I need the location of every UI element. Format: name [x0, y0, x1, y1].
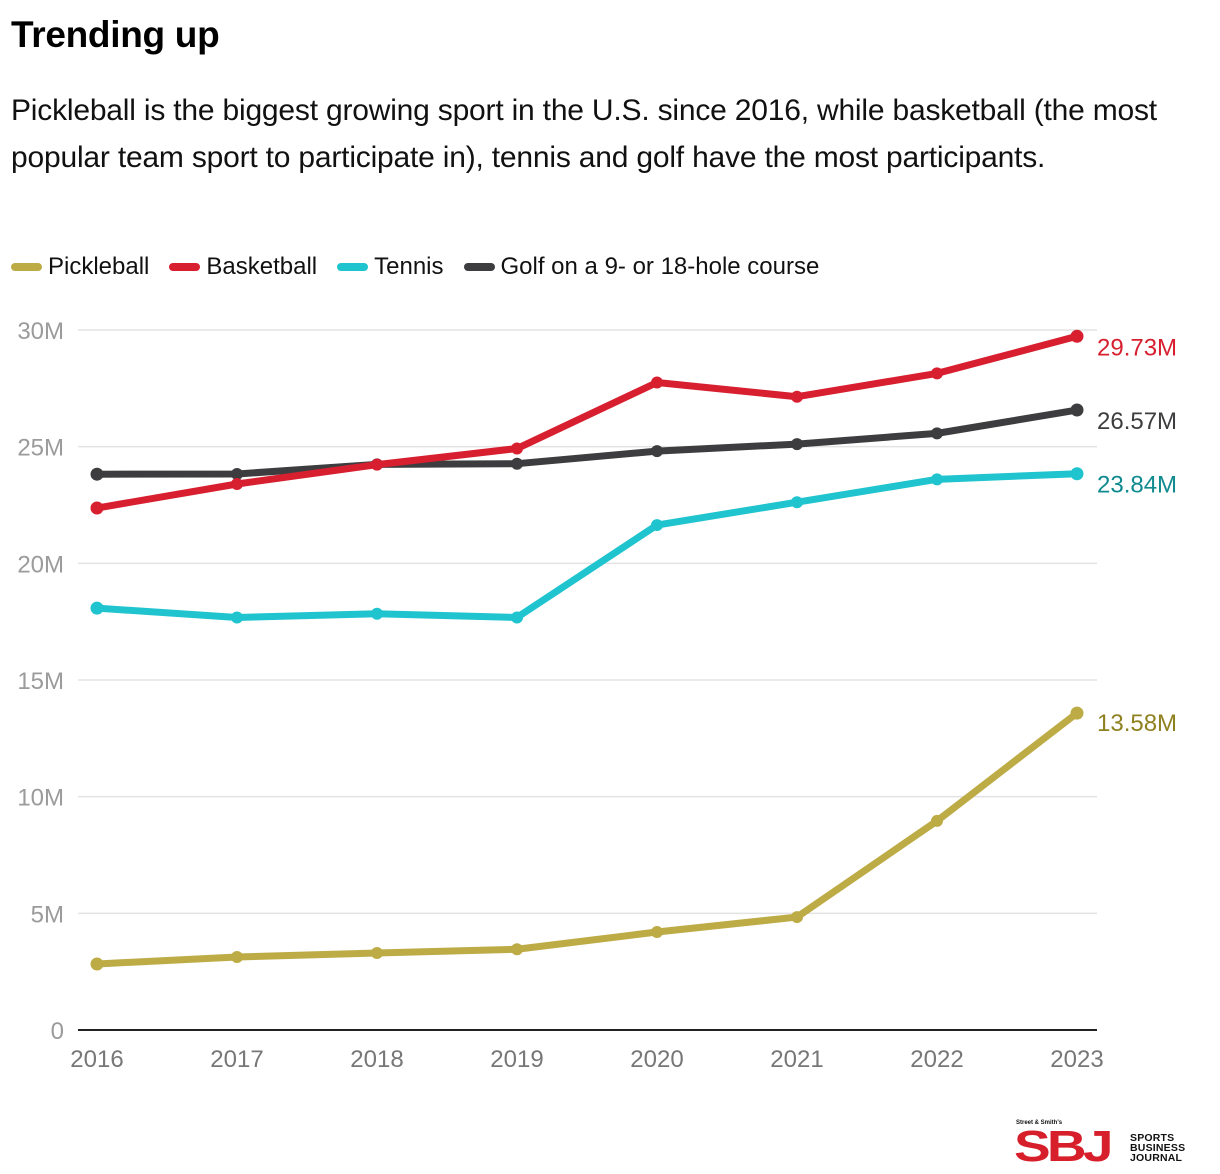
sbj-logo: Street & Smith's SBJ SPORTS BUSINESS JOU…	[1014, 1120, 1214, 1171]
legend-swatch-basketball	[169, 263, 201, 271]
chart-title: Trending up	[11, 14, 220, 55]
y-tick-label: 25M	[17, 435, 64, 462]
data-point-tennis	[511, 611, 523, 624]
legend-item-basketball: Basketball	[169, 253, 317, 281]
data-point-basketball	[90, 501, 104, 515]
data-point-basketball	[231, 478, 243, 490]
series-line-golf	[93, 406, 1081, 478]
data-point-tennis	[371, 607, 383, 620]
x-tick-label: 2022	[910, 1046, 963, 1073]
chart-subtitle: Pickleball is the biggest growing sport …	[11, 94, 1157, 174]
data-point-basketball	[371, 458, 383, 471]
y-tick-label: 5M	[31, 901, 64, 928]
data-point-basketball	[791, 390, 803, 403]
data-point-basketball	[511, 442, 523, 455]
data-point-golf	[791, 438, 803, 451]
x-tick-label: 2021	[770, 1046, 823, 1073]
series-basketball	[90, 329, 1084, 515]
legend-swatch-pickleball	[11, 263, 42, 271]
data-point-tennis	[1070, 467, 1084, 481]
data-point-basketball	[1070, 329, 1084, 343]
data-point-pickleball	[90, 957, 104, 971]
x-tick-label: 2019	[490, 1046, 543, 1073]
y-tick-label: 0	[51, 1018, 64, 1045]
x-tick-label: 2017	[210, 1046, 263, 1073]
logo-words: SPORTS BUSINESS JOURNAL	[1130, 1132, 1186, 1164]
legend-label-basketball: Basketball	[206, 253, 318, 280]
logo-word: JOURNAL	[1130, 1152, 1183, 1164]
data-point-basketball	[931, 367, 943, 380]
data-point-pickleball	[231, 950, 243, 963]
data-point-pickleball	[511, 943, 523, 956]
legend-swatch-golf	[463, 263, 495, 271]
legend-item-golf: Golf on a 9- or 18-hole course	[463, 253, 820, 281]
data-point-tennis	[231, 611, 243, 624]
series-lines	[90, 329, 1084, 971]
series-line-basketball	[93, 332, 1081, 512]
legend-label-pickleball: Pickleball	[48, 253, 150, 280]
data-point-golf	[651, 445, 663, 458]
legend-item-tennis: Tennis	[337, 253, 444, 281]
end-label-pickleball: 13.58M	[1097, 710, 1177, 737]
logo-word: BUSINESS	[1130, 1142, 1186, 1154]
data-point-pickleball	[651, 926, 663, 938]
x-tick-label: 2020	[630, 1046, 683, 1073]
end-label-basketball: 29.73M	[1097, 334, 1177, 361]
data-point-basketball	[651, 376, 663, 389]
data-point-tennis	[90, 601, 104, 615]
data-point-tennis	[931, 473, 943, 486]
legend-item-pickleball: Pickleball	[11, 253, 149, 281]
series-golf	[90, 403, 1084, 481]
legend-label-golf: Golf on a 9- or 18-hole course	[500, 253, 820, 280]
y-tick-label: 10M	[17, 785, 64, 812]
series-line-tennis	[93, 470, 1081, 621]
data-point-pickleball	[931, 814, 943, 827]
data-point-golf	[1070, 403, 1084, 417]
end-labels: 13.58M 29.73M 23.84M 26.57M	[1097, 334, 1177, 737]
data-point-tennis	[651, 519, 663, 532]
data-point-golf	[231, 467, 243, 480]
logo-word: SPORTS	[1130, 1132, 1175, 1144]
data-point-tennis	[791, 496, 803, 509]
series-pickleball	[90, 706, 1084, 971]
legend: Pickleball Basketball Tennis Golf on a 9…	[11, 253, 839, 281]
end-label-golf: 26.57M	[1097, 408, 1177, 435]
data-point-pickleball	[371, 947, 383, 959]
logo-mark: SBJ	[1014, 1122, 1113, 1171]
x-tick-label: 2023	[1050, 1046, 1103, 1073]
y-tick-label: 15M	[17, 668, 64, 695]
y-axis-ticks: 0 5M 10M 15M 20M 25M 30M	[17, 318, 64, 1045]
data-point-pickleball	[1070, 706, 1084, 720]
gridlines	[78, 329, 1097, 1031]
logo-small-text: Street & Smith's	[1016, 1120, 1063, 1126]
y-tick-label: 30M	[17, 318, 64, 345]
data-point-golf	[511, 457, 523, 470]
x-axis-ticks: 2016 2017 2018 2019 2020 2021 2022 2023	[70, 1046, 1103, 1073]
legend-swatch-tennis	[337, 263, 369, 271]
x-tick-label: 2018	[350, 1046, 403, 1073]
data-point-pickleball	[791, 911, 803, 924]
end-label-tennis: 23.84M	[1097, 472, 1177, 499]
y-tick-label: 20M	[17, 551, 64, 578]
series-line-pickleball	[93, 709, 1081, 968]
legend-label-tennis: Tennis	[374, 253, 444, 280]
x-tick-label: 2016	[70, 1046, 123, 1073]
data-point-golf	[90, 467, 104, 481]
data-point-golf	[931, 427, 943, 440]
series-tennis	[90, 467, 1084, 624]
